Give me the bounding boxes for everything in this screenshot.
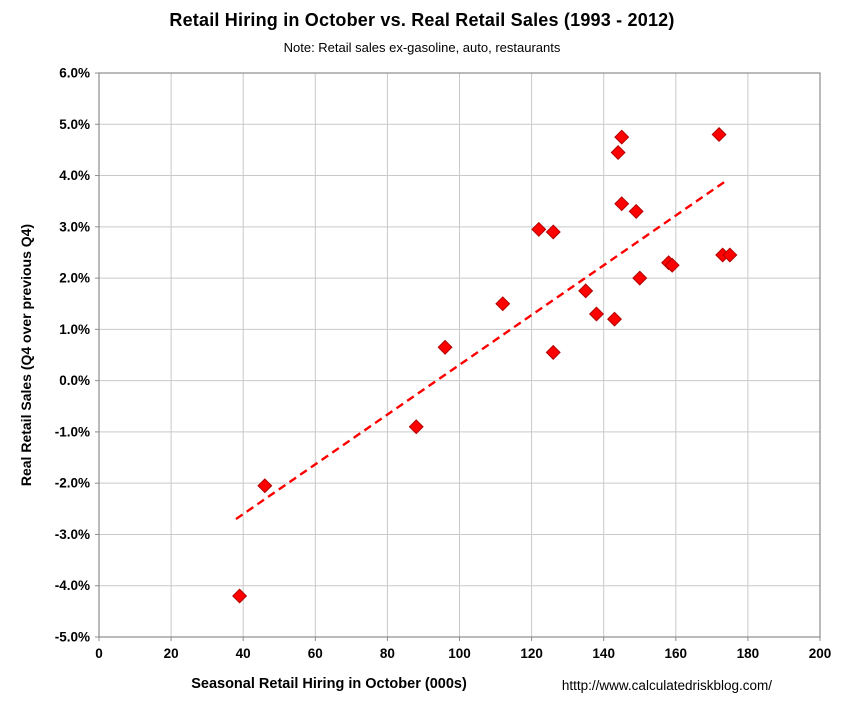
y-tick-label: 1.0% [59,322,90,337]
data-point [614,129,630,145]
y-tick-label: 4.0% [59,168,90,183]
data-point [408,419,424,435]
chart-subtitle: Note: Retail sales ex-gasoline, auto, re… [283,40,561,55]
x-tick-label: 160 [665,646,688,661]
y-tick-label: -3.0% [55,527,90,542]
y-axis-title: Real Retail Sales (Q4 over previous Q4) [18,223,34,487]
x-tick-label: 200 [809,646,832,661]
x-tick-label: 60 [308,646,323,661]
data-point [578,283,594,299]
data-point [632,270,648,286]
y-tick-label: 5.0% [59,117,90,132]
data-point [495,296,511,312]
y-tick-label: 2.0% [59,271,90,286]
y-tick-label: 3.0% [59,219,90,234]
y-tick-label: 6.0% [59,66,90,81]
x-tick-label: 20 [164,646,179,661]
data-point [545,224,561,240]
x-tick-label: 80 [380,646,395,661]
y-tick-label: -4.0% [55,578,90,593]
y-tick-label: 0.0% [59,373,90,388]
x-tick-label: 120 [520,646,543,661]
data-point [232,588,248,604]
y-tick-label: -5.0% [55,630,90,645]
data-point [545,344,561,360]
data-point [437,339,453,355]
source-url: htttp://www.calculatedriskblog.com/ [561,678,772,693]
data-point [257,478,273,494]
data-point [614,196,630,212]
data-point [610,144,626,160]
x-tick-label: 180 [737,646,760,661]
x-tick-label: 0 [95,646,103,661]
data-point [531,221,547,237]
data-point [588,306,604,322]
data-point [628,203,644,219]
data-point [664,257,680,273]
data-point [722,247,738,263]
trend-line [235,179,727,521]
x-tick-label: 100 [448,646,471,661]
chart-title: Retail Hiring in October vs. Real Retail… [169,10,675,30]
x-tick-label: 140 [592,646,615,661]
x-tick-label: 40 [236,646,251,661]
data-point [711,127,727,143]
y-tick-label: -2.0% [55,476,90,491]
y-tick-label: -1.0% [55,424,90,439]
data-point [607,311,623,327]
x-axis-title: Seasonal Retail Hiring in October (000s) [191,676,467,692]
